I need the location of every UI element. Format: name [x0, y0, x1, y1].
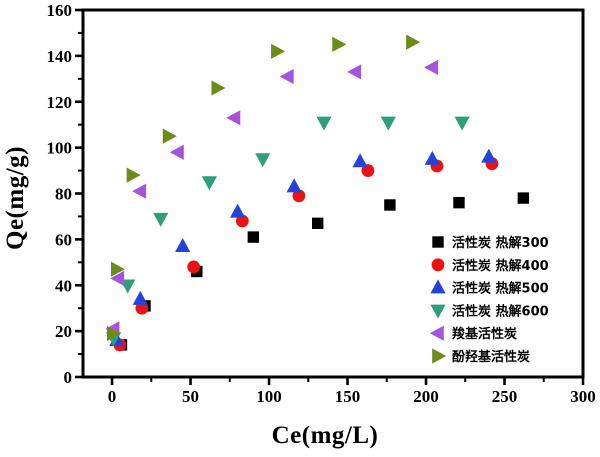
x-axis-title: Ce(mg/L) [271, 422, 379, 449]
data-point-circle [187, 260, 201, 274]
y-axis-title: Qe(mg/g) [2, 146, 29, 250]
data-point-triangle-up [424, 150, 440, 165]
data-point-square [453, 196, 465, 209]
legend-label: 酚羟基活性炭 [452, 349, 530, 365]
x-tick-label: 50 [182, 387, 199, 406]
data-point-circle [292, 189, 306, 203]
legend-label: 活性炭 热解500 [452, 281, 549, 297]
x-tick-label: 300 [570, 387, 596, 406]
series-triangle-left [105, 59, 439, 337]
data-point-square [247, 231, 260, 243]
x-tick-label: 250 [492, 387, 518, 406]
data-point-triangle-down [201, 176, 217, 191]
data-point-triangle-up [175, 238, 191, 253]
data-point-triangle-up [430, 279, 446, 294]
legend-item: 活性炭 热解300 [432, 235, 549, 251]
x-tick-label: 100 [256, 387, 282, 406]
data-point-square [311, 217, 324, 230]
data-point-triangle-left [429, 325, 444, 341]
data-point-triangle-down [454, 116, 470, 131]
x-tick-label: 0 [108, 387, 117, 406]
data-point-triangle-right [432, 348, 447, 364]
data-point-triangle-right [406, 34, 421, 50]
legend-label: 活性炭 热解400 [452, 258, 549, 274]
data-point-triangle-left [132, 183, 147, 199]
data-point-triangle-right [271, 43, 286, 59]
legend: 活性炭 热解300 活性炭 热解400 活性炭 热解500 活性炭 热解600 羧基活性… [429, 235, 549, 365]
data-point-triangle-right [126, 167, 141, 183]
y-tick-label: 20 [55, 322, 72, 341]
y-tick-label: 120 [47, 93, 73, 112]
data-point-triangle-down [255, 153, 271, 168]
y-tick-label: 140 [47, 47, 73, 66]
y-tick-label: 160 [47, 1, 73, 20]
legend-label: 活性炭 热解600 [452, 303, 549, 319]
data-point-triangle-right [107, 325, 122, 342]
y-axis-tick-labels: 0 20 40 60 80 100 120 140 160 [47, 1, 73, 387]
legend-item: 活性炭 热解600 [430, 303, 549, 319]
legend-label: 羧基活性炭 [452, 326, 517, 342]
data-point-triangle-left [424, 59, 439, 75]
legend-item: 活性炭 热解400 [431, 258, 549, 274]
data-point-triangle-down [430, 304, 446, 319]
data-point-triangle-left [347, 64, 362, 80]
legend-label: 活性炭 热解300 [452, 235, 549, 251]
legend-item: 羧基活性炭 [429, 325, 517, 342]
data-point-triangle-right [110, 261, 125, 277]
data-point-triangle-left [279, 68, 294, 85]
y-tick-label: 0 [64, 368, 73, 387]
data-point-triangle-up [230, 203, 246, 218]
data-point-triangle-up [132, 290, 148, 305]
data-point-circle [431, 258, 445, 272]
legend-item: 酚羟基活性炭 [432, 348, 530, 365]
y-tick-label: 80 [55, 185, 72, 204]
data-point-square [517, 192, 530, 204]
data-point-triangle-right [332, 36, 347, 53]
y-tick-label: 60 [55, 230, 72, 249]
data-point-triangle-down [380, 116, 396, 131]
data-point-triangle-left [169, 144, 184, 160]
data-point-triangle-left [110, 270, 125, 286]
data-point-triangle-up [481, 148, 497, 163]
x-axis-tick-labels: 0 50 100 150 200 250 300 [108, 387, 596, 406]
data-point-triangle-left [226, 110, 241, 126]
x-tick-label: 150 [335, 387, 361, 406]
data-point-triangle-up [286, 178, 302, 193]
data-point-triangle-right [211, 80, 226, 96]
data-point-square [384, 199, 396, 211]
plot-frame [81, 8, 585, 379]
data-point-triangle-right [162, 128, 177, 144]
series-triangle-right [107, 34, 421, 342]
data-point-circle [135, 301, 149, 315]
y-tick-label: 40 [55, 276, 72, 295]
y-tick-label: 100 [47, 139, 73, 158]
data-point-triangle-down [153, 212, 169, 227]
x-tick-label: 200 [413, 387, 439, 406]
data-point-circle [235, 214, 249, 228]
data-point-square [432, 236, 444, 248]
legend-item: 活性炭 热解500 [430, 279, 549, 297]
data-point-triangle-up [352, 153, 368, 168]
data-point-circle [361, 164, 375, 177]
data-point-triangle-down [316, 116, 332, 131]
